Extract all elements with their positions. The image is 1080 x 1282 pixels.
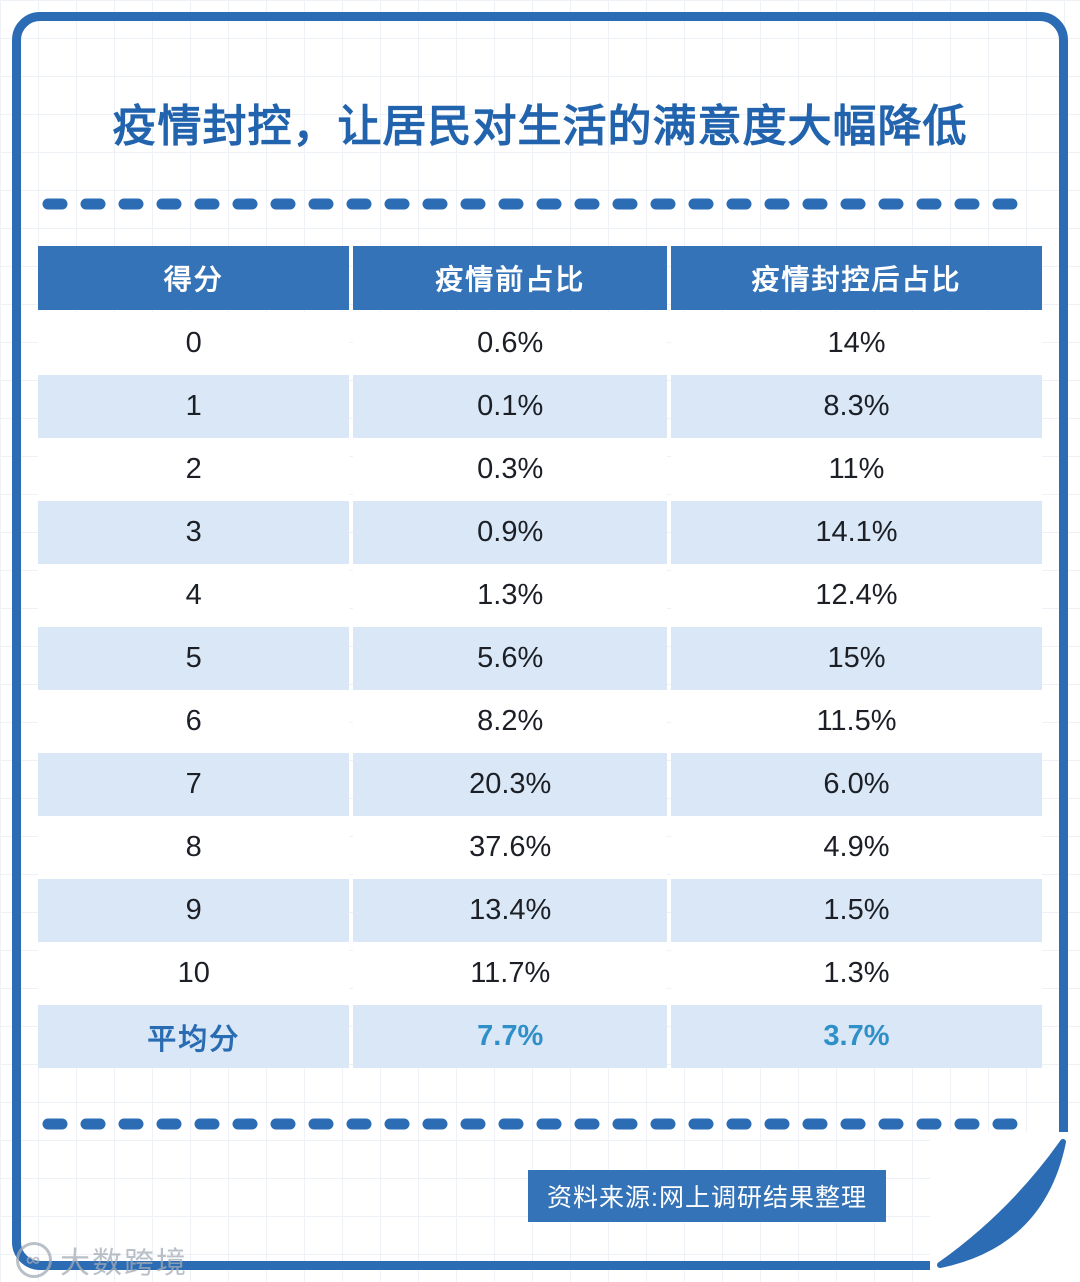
table-row: 5 5.6% 15%: [38, 627, 1042, 690]
table-row: 0 0.6% 14%: [38, 312, 1042, 375]
table-row: 8 37.6% 4.9%: [38, 816, 1042, 879]
table-row: 7 20.3% 6.0%: [38, 753, 1042, 816]
percent-cell: 14.1%: [670, 501, 1042, 564]
dashed-divider-bottom: [42, 1118, 1038, 1130]
percent-cell: 14%: [670, 312, 1042, 375]
summary-post-cell: 3.7%: [670, 1005, 1042, 1068]
header-post-lockdown: 疫情封控后占比: [670, 246, 1042, 310]
percent-cell: 0.3%: [353, 438, 667, 501]
percent-cell: 1.3%: [353, 564, 667, 627]
score-cell: 2: [38, 438, 350, 501]
score-cell: 9: [38, 879, 350, 942]
percent-cell: 11.5%: [670, 690, 1042, 753]
table-header-row: 得分 疫情前占比 疫情封控后占比: [38, 246, 1042, 310]
table-row: 2 0.3% 11%: [38, 438, 1042, 501]
percent-cell: 1.5%: [670, 879, 1042, 942]
score-cell: 10: [38, 942, 350, 1005]
table-row: 9 13.4% 1.5%: [38, 879, 1042, 942]
table-row: 3 0.9% 14.1%: [38, 501, 1042, 564]
percent-cell: 12.4%: [670, 564, 1042, 627]
percent-cell: 20.3%: [353, 753, 667, 816]
score-cell: 1: [38, 375, 350, 438]
dashed-divider-top: [42, 198, 1038, 210]
score-cell: 6: [38, 690, 350, 753]
score-cell: 5: [38, 627, 350, 690]
percent-cell: 13.4%: [353, 879, 667, 942]
summary-row: 平均分 7.7% 3.7%: [38, 1005, 1042, 1068]
percent-cell: 5.6%: [353, 627, 667, 690]
score-cell: 4: [38, 564, 350, 627]
source-bar: 资料来源:网上调研结果整理: [528, 1170, 886, 1222]
table-row: 1 0.1% 8.3%: [38, 375, 1042, 438]
page-curl-icon: [930, 1132, 1080, 1282]
score-cell: 8: [38, 816, 350, 879]
score-cell: 0: [38, 312, 350, 375]
percent-cell: 8.3%: [670, 375, 1042, 438]
table-row: 10 11.7% 1.3%: [38, 942, 1042, 1005]
source-label: 资料来源:网上调研结果整理: [547, 1184, 867, 1212]
header-score: 得分: [38, 246, 350, 310]
score-cell: 7: [38, 753, 350, 816]
percent-cell: 37.6%: [353, 816, 667, 879]
percent-cell: 11%: [670, 438, 1042, 501]
percent-cell: 4.9%: [670, 816, 1042, 879]
percent-cell: 11.7%: [353, 942, 667, 1005]
percent-cell: 6.0%: [670, 753, 1042, 816]
score-cell: 3: [38, 501, 350, 564]
watermark-label: 大数跨境: [60, 1247, 188, 1280]
summary-pre-cell: 7.7%: [353, 1005, 667, 1068]
percent-cell: 8.2%: [353, 690, 667, 753]
table-body: 0 0.6% 14% 1 0.1% 8.3% 2 0.3% 11% 3 0.9% 14.1% 4 1.3%…: [38, 312, 1042, 1005]
percent-cell: 0.6%: [353, 312, 667, 375]
page-title: 疫情封控，让居民对生活的满意度大幅降低: [112, 102, 968, 151]
watermark-logo-icon: ∞: [16, 1242, 52, 1278]
percent-cell: 0.9%: [353, 501, 667, 564]
watermark: ∞ 大数跨境: [16, 1238, 188, 1282]
percent-cell: 0.1%: [353, 375, 667, 438]
header-pre-lockdown: 疫情前占比: [353, 246, 667, 310]
percent-cell: 15%: [670, 627, 1042, 690]
summary-label-cell: 平均分: [38, 1005, 350, 1068]
table-row: 6 8.2% 11.5%: [38, 690, 1042, 753]
score-table: 得分 疫情前占比 疫情封控后占比 0 0.6% 14% 1 0.1% 8.3% 2 0.3% 1…: [38, 246, 1042, 1068]
percent-cell: 1.3%: [670, 942, 1042, 1005]
table-row: 4 1.3% 12.4%: [38, 564, 1042, 627]
